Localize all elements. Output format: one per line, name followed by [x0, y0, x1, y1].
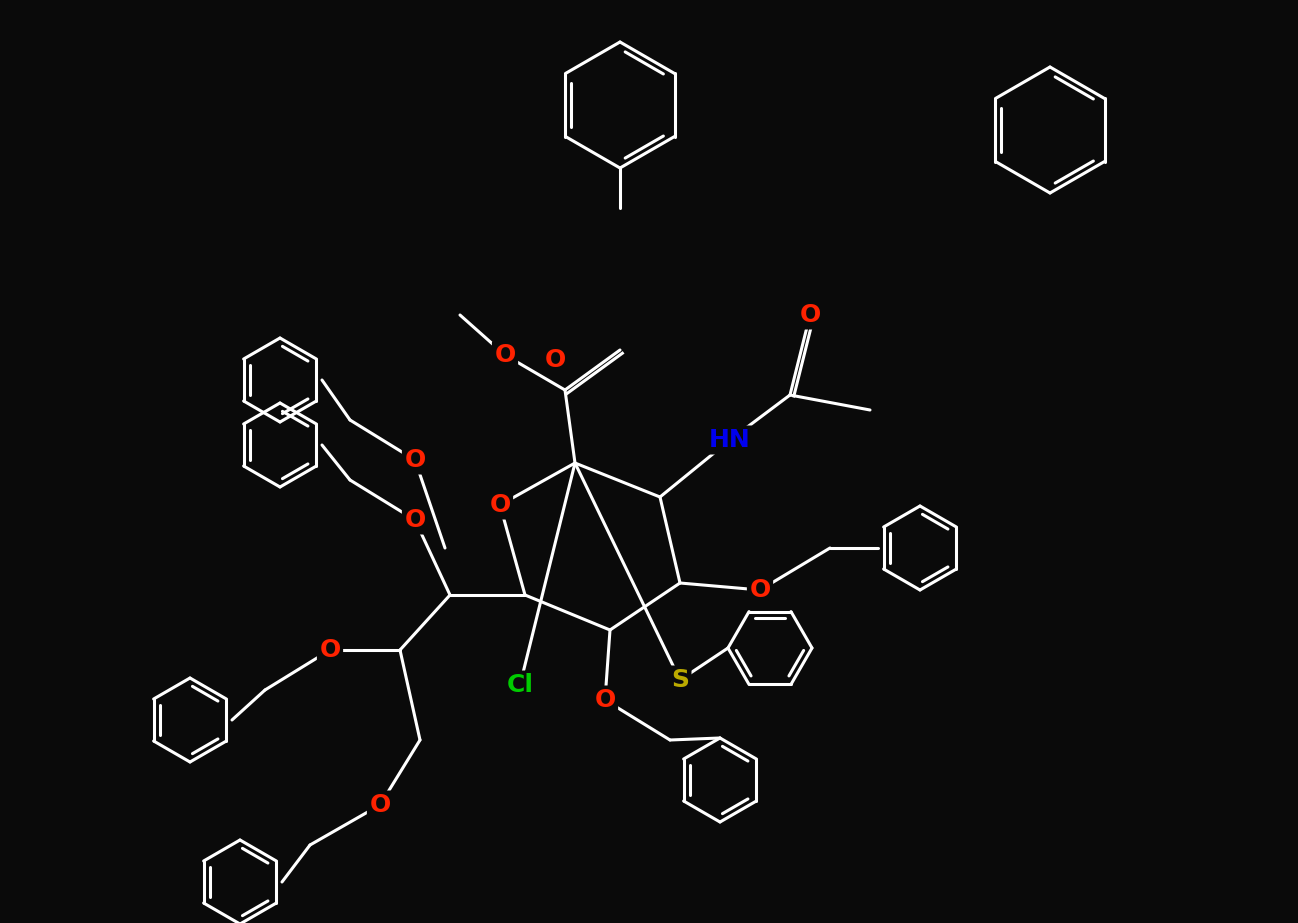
Text: Cl: Cl: [506, 673, 533, 697]
Text: O: O: [495, 343, 515, 367]
Text: O: O: [370, 793, 391, 817]
Text: O: O: [405, 508, 426, 532]
Text: S: S: [671, 668, 689, 692]
Text: O: O: [594, 688, 615, 712]
Text: O: O: [749, 578, 771, 602]
Text: O: O: [405, 448, 426, 472]
Text: O: O: [800, 303, 820, 327]
Text: O: O: [489, 493, 510, 517]
Text: HN: HN: [709, 428, 750, 452]
Text: O: O: [319, 638, 340, 662]
Text: O: O: [544, 348, 566, 372]
